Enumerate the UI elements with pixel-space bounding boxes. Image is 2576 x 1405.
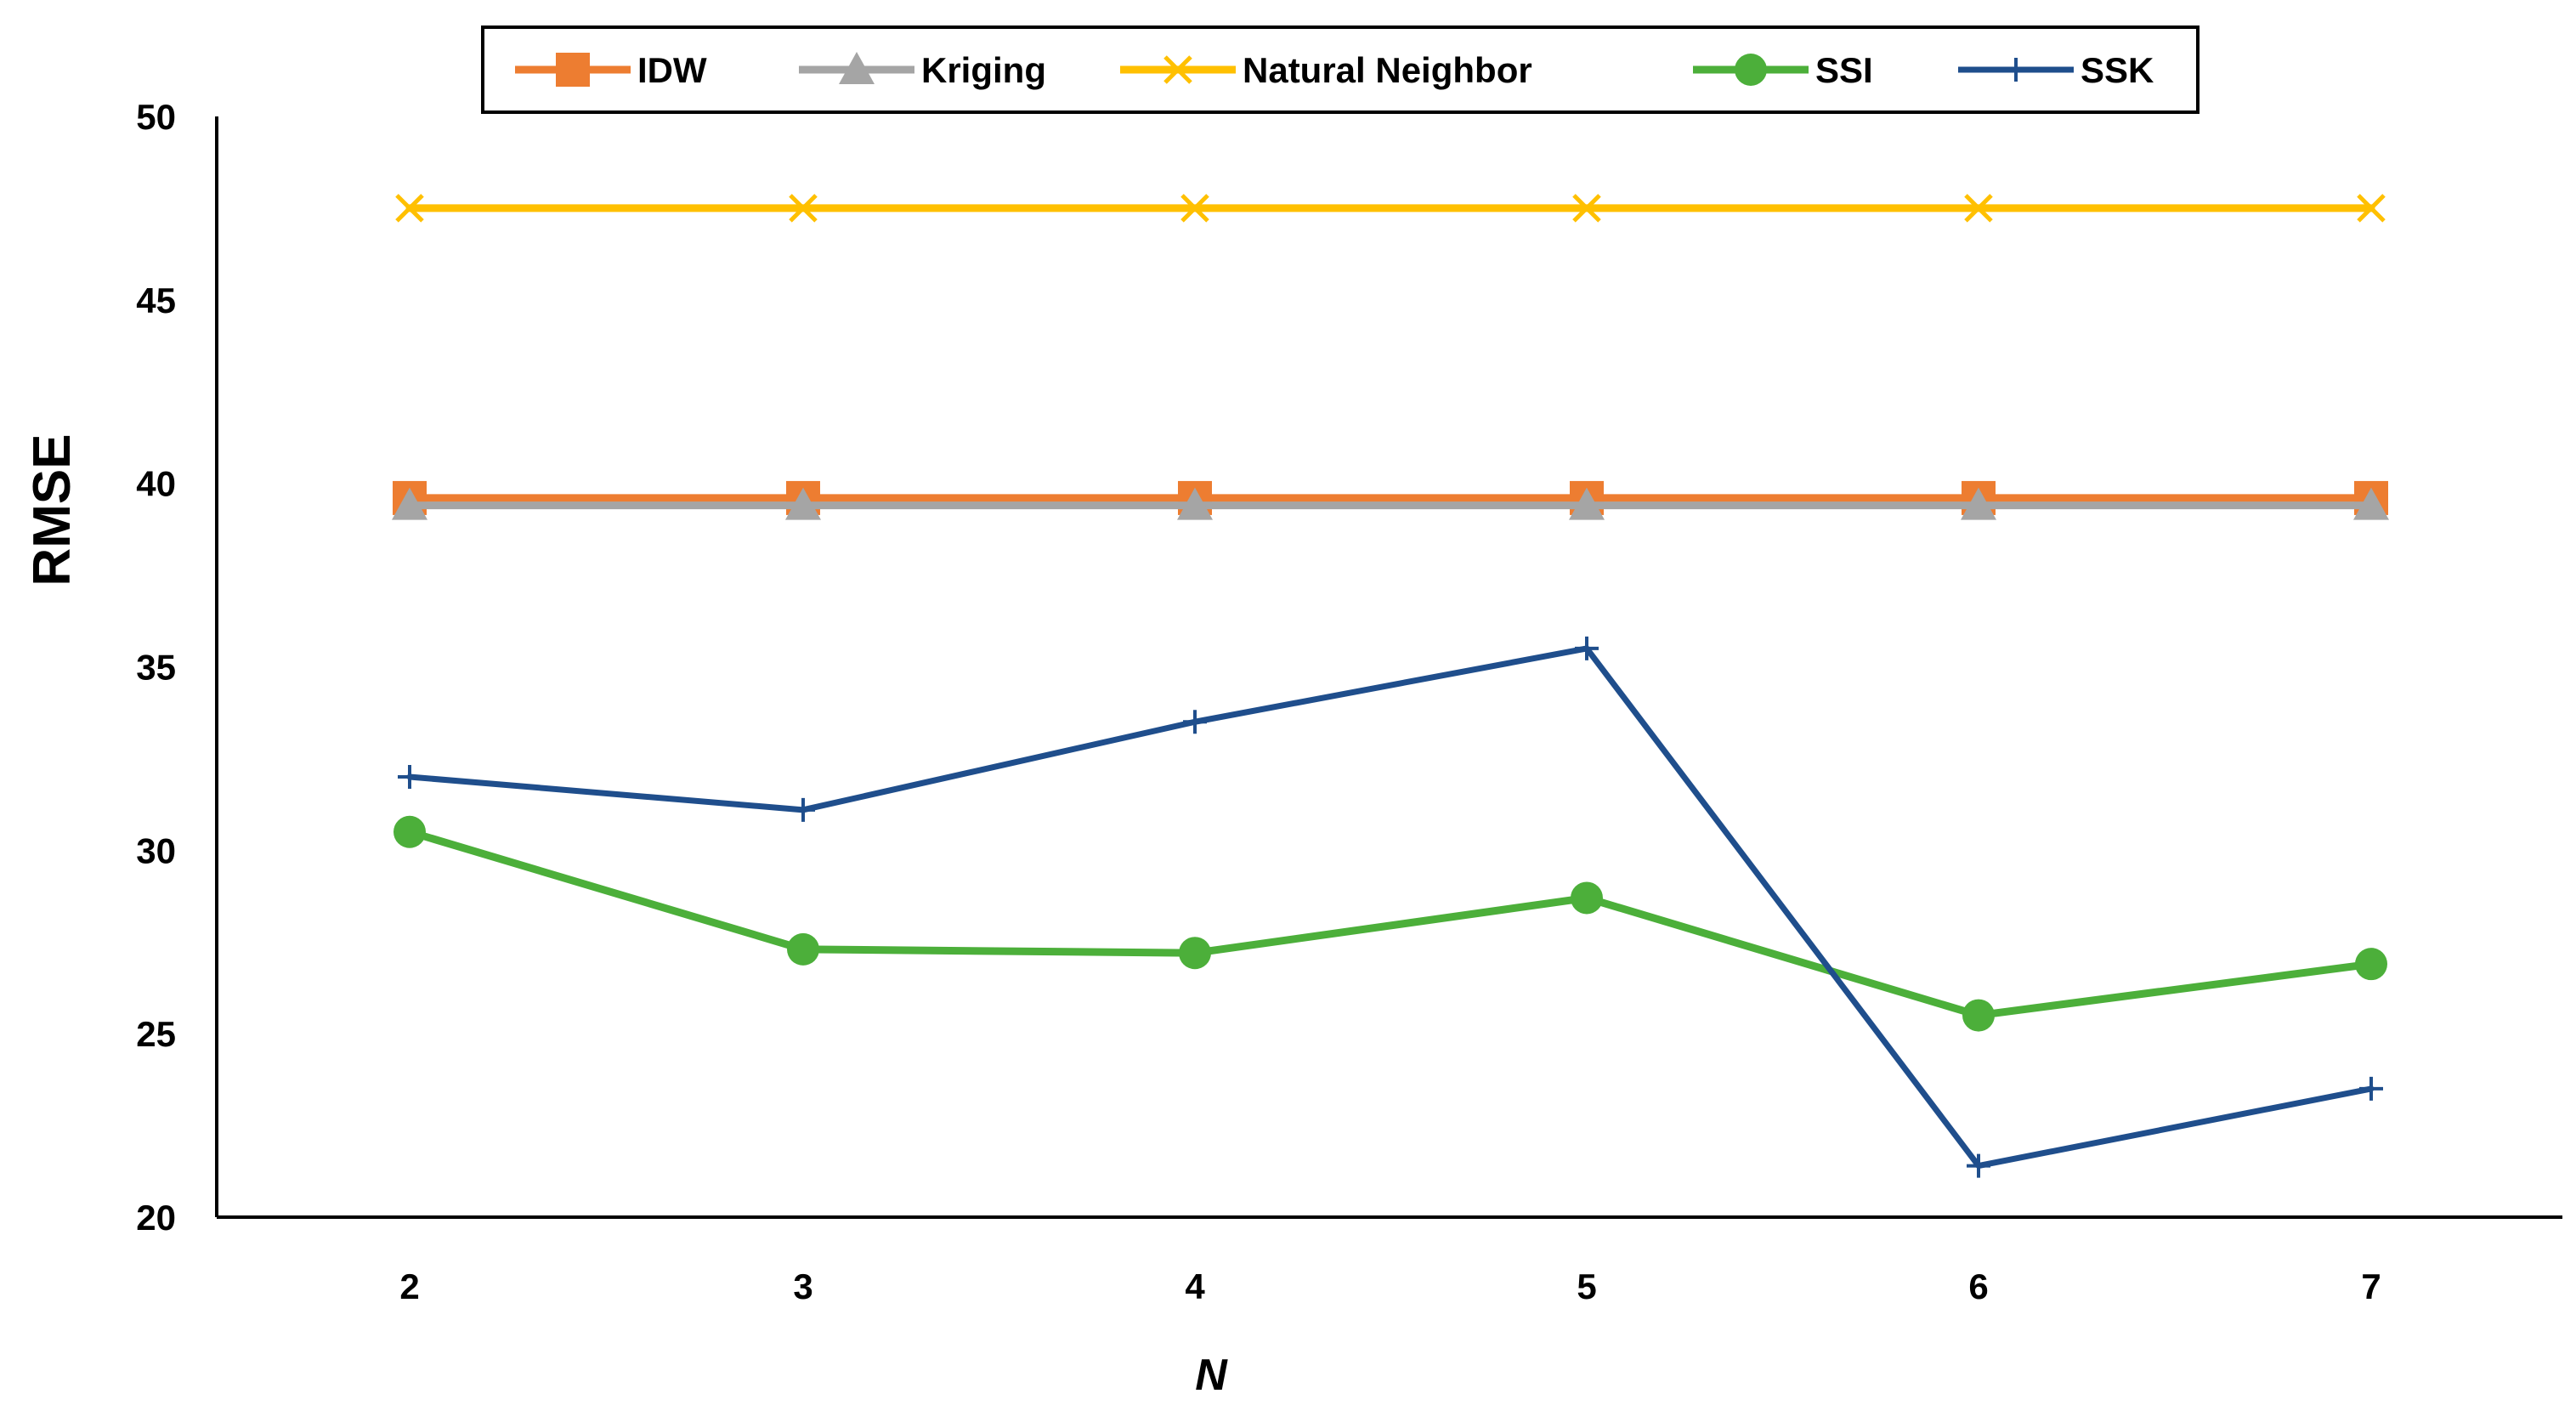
legend-marker <box>839 52 875 84</box>
legend-label: Kriging <box>921 50 1046 90</box>
series-ssk <box>398 636 2383 1178</box>
data-point-kriging <box>392 487 427 520</box>
legend-marker <box>1735 54 1767 86</box>
x-tick-label: 2 <box>399 1266 419 1306</box>
data-point-natural-neighbor <box>1180 194 1209 223</box>
data-point-natural-neighbor <box>395 194 424 223</box>
legend-entry-natural-neighbor: Natural Neighbor <box>1120 50 1532 90</box>
data-point-natural-neighbor <box>2357 194 2386 223</box>
series-layer <box>392 194 2389 1178</box>
legend-entry-idw: IDW <box>515 50 707 90</box>
data-point-ssi <box>1962 999 1995 1032</box>
x-tick-labels: 2 3 4 5 6 7 <box>399 1266 2381 1306</box>
legend-marker <box>1163 55 1192 84</box>
x-tick-label: 7 <box>2361 1266 2381 1306</box>
data-point-kriging <box>1177 487 1213 520</box>
series-kriging <box>392 487 2389 520</box>
data-point-kriging <box>1569 487 1605 520</box>
y-tick-label: 30 <box>136 830 176 870</box>
data-point-ssk <box>1183 710 1207 734</box>
data-point-ssk <box>1967 1153 1990 1178</box>
legend-entry-ssk: SSK <box>1958 50 2154 90</box>
data-point-ssi <box>787 932 819 966</box>
legend-marker <box>556 53 590 87</box>
x-tick-label: 5 <box>1577 1266 1596 1306</box>
y-axis-title: RMSE <box>23 433 82 586</box>
legend-label: SSI <box>1815 50 1873 90</box>
legend: IDW Kriging Natural Neighbor SSI SSK <box>481 25 2200 114</box>
data-point-natural-neighbor <box>789 194 818 223</box>
legend-marker <box>2004 58 2028 82</box>
legend-label: Natural Neighbor <box>1243 50 1532 90</box>
y-tick-label: 20 <box>136 1198 176 1238</box>
y-tick-label: 50 <box>136 97 176 137</box>
legend-entry-kriging: Kriging <box>799 50 1046 90</box>
data-point-ssi <box>2355 948 2387 981</box>
data-point-ssk <box>791 797 815 822</box>
y-tick-label: 40 <box>136 464 176 504</box>
x-tick-label: 4 <box>1185 1266 1205 1306</box>
y-tick-label: 35 <box>136 648 176 688</box>
data-point-kriging <box>2353 487 2389 520</box>
legend-box <box>481 25 2200 114</box>
series-idw <box>393 480 2388 515</box>
legend-entry-ssi: SSI <box>1693 50 1873 90</box>
data-point-ssk <box>2359 1076 2383 1101</box>
series-natural-neighbor <box>395 194 2386 223</box>
x-tick-label: 6 <box>1968 1266 1988 1306</box>
y-tick-label: 45 <box>136 280 176 320</box>
x-axis-title: N <box>1195 1351 1228 1400</box>
data-point-ssk <box>1575 636 1599 660</box>
y-tick-labels: 20 25 30 35 40 45 50 <box>136 97 176 1238</box>
x-tick-label: 3 <box>793 1266 812 1306</box>
series-ssi <box>393 815 2387 1032</box>
data-point-ssi <box>1571 881 1603 915</box>
data-point-kriging <box>1961 487 1996 520</box>
legend-label: SSK <box>2081 50 2154 90</box>
data-point-ssi <box>1179 937 1211 970</box>
legend-label: IDW <box>637 50 707 90</box>
y-tick-label: 25 <box>136 1014 176 1054</box>
data-point-natural-neighbor <box>1964 194 1993 223</box>
data-point-ssk <box>398 765 422 789</box>
series-line-ssi <box>405 828 2375 1020</box>
series-line-ssk <box>406 645 2375 1170</box>
data-point-kriging <box>785 487 821 520</box>
data-point-ssi <box>393 815 426 848</box>
data-point-natural-neighbor <box>1572 194 1601 223</box>
